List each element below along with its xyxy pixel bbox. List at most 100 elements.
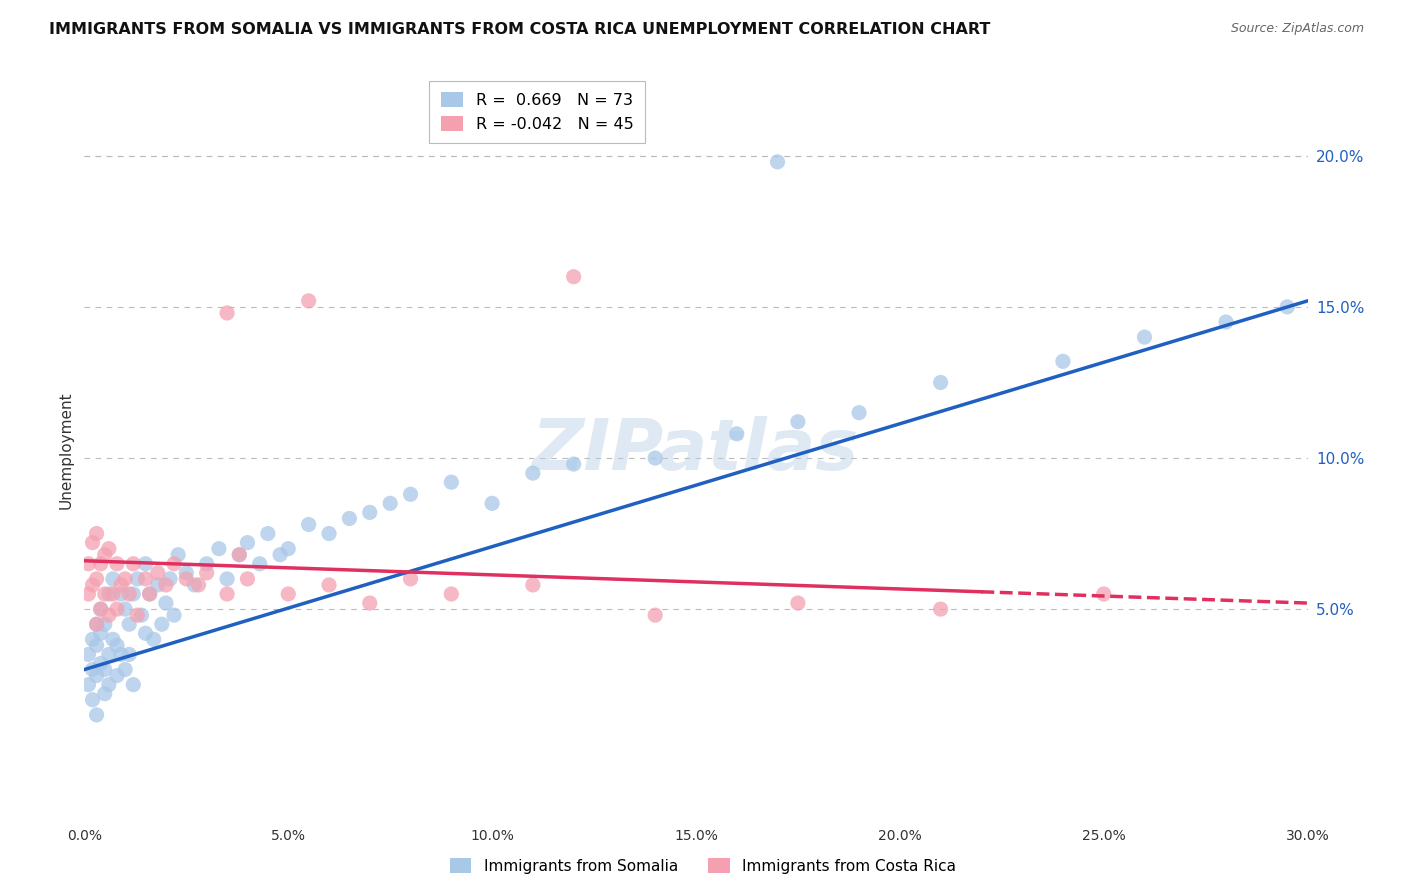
Point — [380, 496, 402, 510]
Point — [174, 566, 197, 580]
Point — [163, 557, 186, 571]
Point — [118, 617, 141, 632]
Point — [86, 617, 108, 632]
Point — [929, 602, 952, 616]
Point — [142, 632, 165, 647]
Point — [77, 648, 100, 662]
Point — [277, 541, 299, 556]
Point — [122, 557, 145, 571]
Point — [562, 269, 585, 284]
Point — [1092, 587, 1115, 601]
Point — [298, 293, 321, 308]
Point — [86, 668, 108, 682]
Y-axis label: Unemployment: Unemployment — [58, 392, 73, 509]
Point — [228, 548, 250, 562]
Point — [146, 566, 169, 580]
Point — [929, 376, 952, 390]
Point — [1277, 300, 1299, 314]
Point — [1215, 315, 1237, 329]
Point — [399, 487, 422, 501]
Point — [766, 154, 789, 169]
Point — [217, 306, 239, 320]
Point — [257, 526, 280, 541]
Point — [522, 466, 544, 480]
Point — [105, 602, 128, 616]
Point — [298, 517, 321, 532]
Point — [93, 687, 115, 701]
Point — [93, 548, 115, 562]
Point — [135, 557, 157, 571]
Point — [339, 511, 361, 525]
Point — [187, 578, 209, 592]
Point — [114, 602, 136, 616]
Point — [86, 639, 108, 653]
Point — [122, 678, 145, 692]
Point — [195, 566, 218, 580]
Point — [155, 596, 177, 610]
Point — [127, 608, 149, 623]
Point — [318, 526, 340, 541]
Point — [97, 587, 120, 601]
Point — [82, 535, 104, 549]
Point — [90, 626, 112, 640]
Point — [249, 557, 271, 571]
Point — [110, 587, 132, 601]
Point — [97, 541, 120, 556]
Point — [1133, 330, 1156, 344]
Point — [1052, 354, 1074, 368]
Point — [399, 572, 422, 586]
Point — [90, 602, 112, 616]
Point — [101, 587, 124, 601]
Point — [110, 648, 132, 662]
Point — [522, 578, 544, 592]
Point — [277, 587, 299, 601]
Point — [93, 587, 115, 601]
Point — [105, 557, 128, 571]
Point — [131, 608, 153, 623]
Point — [86, 526, 108, 541]
Point — [155, 578, 177, 592]
Point — [562, 457, 585, 471]
Point — [97, 678, 120, 692]
Point — [82, 663, 104, 677]
Point — [208, 541, 231, 556]
Text: Source: ZipAtlas.com: Source: ZipAtlas.com — [1230, 22, 1364, 36]
Point — [359, 505, 381, 519]
Point — [77, 587, 100, 601]
Point — [269, 548, 291, 562]
Point — [97, 608, 120, 623]
Point — [90, 557, 112, 571]
Point — [236, 572, 259, 586]
Point — [77, 678, 100, 692]
Point — [440, 587, 463, 601]
Point — [77, 557, 100, 571]
Point — [101, 572, 124, 586]
Point — [101, 632, 124, 647]
Point — [82, 632, 104, 647]
Point — [118, 587, 141, 601]
Point — [787, 596, 810, 610]
Point — [86, 617, 108, 632]
Point — [138, 587, 160, 601]
Point — [644, 450, 666, 465]
Point — [110, 578, 132, 592]
Point — [90, 602, 112, 616]
Point — [644, 608, 666, 623]
Point — [93, 617, 115, 632]
Point — [82, 578, 104, 592]
Point — [86, 572, 108, 586]
Point — [183, 578, 205, 592]
Point — [97, 648, 120, 662]
Point — [228, 548, 250, 562]
Point — [163, 608, 186, 623]
Point — [135, 626, 157, 640]
Text: IMMIGRANTS FROM SOMALIA VS IMMIGRANTS FROM COSTA RICA UNEMPLOYMENT CORRELATION C: IMMIGRANTS FROM SOMALIA VS IMMIGRANTS FR… — [49, 22, 991, 37]
Point — [118, 648, 141, 662]
Point — [195, 557, 218, 571]
Point — [359, 596, 381, 610]
Point — [86, 707, 108, 722]
Point — [725, 426, 748, 441]
Point — [90, 657, 112, 671]
Point — [481, 496, 503, 510]
Point — [174, 572, 197, 586]
